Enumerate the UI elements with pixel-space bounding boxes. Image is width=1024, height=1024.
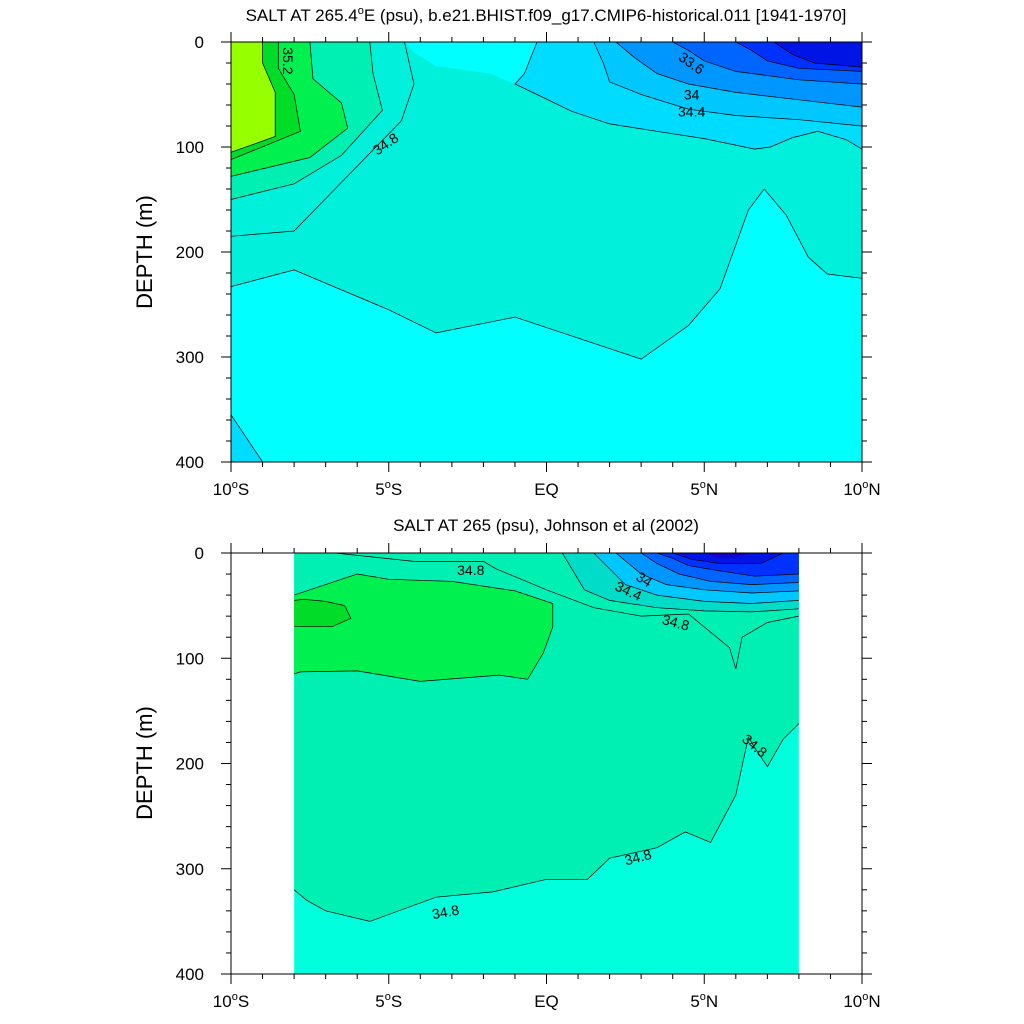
contour-line xyxy=(561,553,799,613)
contour-label: 34 xyxy=(633,568,655,590)
y-axis-label: DEPTH (m) xyxy=(132,195,157,309)
y-tick-label: 0 xyxy=(195,544,204,563)
y-tick-label: 200 xyxy=(176,243,204,262)
x-tick-label: 10oS xyxy=(213,479,249,499)
y-tick-label: 400 xyxy=(176,453,204,472)
contour-line xyxy=(335,553,799,669)
contour-label: 34 xyxy=(684,87,700,103)
salinity-region xyxy=(231,42,276,153)
contour-line xyxy=(593,553,799,604)
contour-line xyxy=(231,414,263,462)
contour-label: 35.2 xyxy=(280,47,296,74)
x-tick-label: 5oS xyxy=(375,479,402,499)
contour-line xyxy=(672,553,784,564)
x-tick-label: 10oN xyxy=(843,479,880,499)
panel-title: SALT AT 265.4oE (psu), b.e21.BHIST.f09_g… xyxy=(246,5,847,25)
contour-line xyxy=(231,42,276,153)
contour-line xyxy=(641,553,799,585)
salinity-region xyxy=(231,42,862,360)
x-tick-label: 5oN xyxy=(690,991,718,1011)
x-tick-label: 10oS xyxy=(213,991,249,1011)
x-tick-label: 5oS xyxy=(375,991,402,1011)
contour-line xyxy=(231,42,301,160)
contour-label: 34.8 xyxy=(431,902,461,923)
y-tick-label: 400 xyxy=(176,965,204,984)
x-tick-label: EQ xyxy=(534,992,559,1011)
y-tick-label: 100 xyxy=(176,138,204,157)
panel-title: SALT AT 265 (psu), Johnson et al (2002) xyxy=(393,516,699,535)
contour-line xyxy=(773,42,862,68)
contour-line xyxy=(231,42,383,200)
contour-line xyxy=(735,42,862,72)
x-tick-label: EQ xyxy=(534,480,559,499)
panel-observations: SALT AT 265 (psu), Johnson et al (2002) … xyxy=(132,516,881,1011)
contour-line xyxy=(231,42,415,237)
contour-label: 34.8 xyxy=(457,562,484,578)
y-tick-label: 100 xyxy=(176,649,204,668)
contour-line xyxy=(294,723,799,922)
contour-label: 34.4 xyxy=(678,103,705,119)
y-tick-label: 200 xyxy=(176,755,204,774)
y-tick-label: 300 xyxy=(176,860,204,879)
contour-line xyxy=(514,42,862,150)
contour-line xyxy=(672,42,862,85)
x-tick-label: 10oN xyxy=(843,991,880,1011)
contour-label: 34.8 xyxy=(623,846,654,869)
y-tick-label: 0 xyxy=(195,33,204,52)
contour-line xyxy=(656,553,799,577)
salinity-region xyxy=(294,599,351,627)
contour-line xyxy=(615,553,799,594)
salinity-region xyxy=(672,553,784,564)
salinity-region xyxy=(294,574,553,682)
y-axis-label: DEPTH (m) xyxy=(132,706,157,820)
contour-line xyxy=(615,42,862,108)
contour-label: 34.8 xyxy=(661,611,692,634)
contour-line xyxy=(231,188,862,360)
x-tick-label: 5oN xyxy=(690,479,718,499)
contour-line xyxy=(294,598,352,628)
contour-line xyxy=(593,42,862,127)
y-tick-label: 300 xyxy=(176,348,204,367)
salinity-region xyxy=(704,553,752,559)
contour-line xyxy=(231,42,349,177)
salinity-region xyxy=(773,42,862,68)
contour-line xyxy=(294,573,554,682)
panel-model: SALT AT 265.4oE (psu), b.e21.BHIST.f09_g… xyxy=(132,5,881,499)
